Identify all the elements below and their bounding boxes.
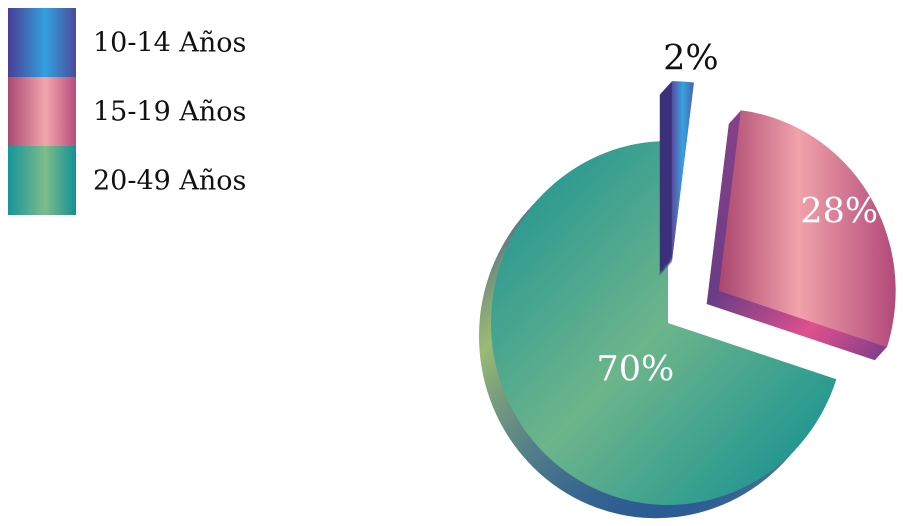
pie-slice-group-20-49-a-os: [478, 141, 837, 519]
data-label-15-19-a-os: 28%: [800, 192, 878, 232]
pie-slices: [478, 81, 896, 519]
pie-slice-15-19-a-os: [718, 110, 896, 348]
legend-label-20-49-a-os: 20-49 Años: [93, 166, 246, 197]
data-label-10-14-a-os: 2%: [663, 38, 719, 78]
legend-swatch-20-49-a-os: [8, 146, 76, 215]
pie-slice-group-10-14-a-os: [659, 81, 694, 277]
data-label-20-49-a-os: 70%: [596, 349, 674, 389]
legend-label-15-19-a-os: 15-19 Años: [93, 97, 246, 128]
legend-swatch-15-19-a-os: [8, 77, 76, 146]
pie-slice-10-14-a-os: [671, 81, 694, 264]
legend-swatch-10-14-a-os: [8, 8, 76, 77]
chart-legend: 10-14 Años 15-19 Años 20-49 Años: [8, 8, 246, 215]
pie-slice-20-49-a-os: [490, 141, 837, 505]
legend-label-10-14-a-os: 10-14 Años: [93, 28, 246, 59]
pie-data-labels: 2% 28% 70%: [596, 38, 878, 389]
pie-slice-group-15-19-a-os: [706, 110, 896, 361]
